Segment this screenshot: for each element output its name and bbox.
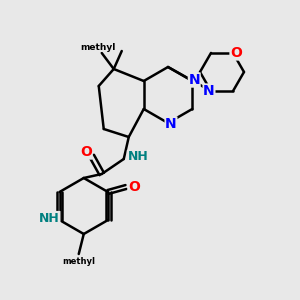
Text: methyl: methyl bbox=[62, 257, 95, 266]
Text: N: N bbox=[165, 117, 177, 131]
Text: N: N bbox=[203, 84, 215, 98]
Text: O: O bbox=[128, 180, 140, 194]
Text: O: O bbox=[230, 46, 242, 60]
Text: methyl: methyl bbox=[80, 43, 116, 52]
Text: NH: NH bbox=[39, 212, 60, 224]
Text: O: O bbox=[80, 145, 92, 159]
Text: NH: NH bbox=[128, 151, 148, 164]
Text: N: N bbox=[188, 73, 200, 87]
